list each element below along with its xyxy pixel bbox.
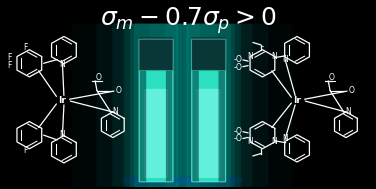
Text: F: F xyxy=(23,146,28,155)
FancyBboxPatch shape xyxy=(112,24,200,187)
Text: N: N xyxy=(112,107,118,116)
FancyBboxPatch shape xyxy=(139,70,173,182)
FancyBboxPatch shape xyxy=(166,71,172,182)
Text: N: N xyxy=(59,130,65,139)
FancyBboxPatch shape xyxy=(140,71,146,182)
FancyBboxPatch shape xyxy=(186,24,231,187)
Text: N: N xyxy=(345,107,351,116)
Text: F: F xyxy=(23,43,28,52)
Text: -O: -O xyxy=(233,55,243,64)
Text: -O: -O xyxy=(233,127,243,136)
Text: N: N xyxy=(282,55,288,64)
FancyBboxPatch shape xyxy=(144,89,168,178)
FancyBboxPatch shape xyxy=(123,24,188,187)
Text: O: O xyxy=(349,86,355,95)
Text: N: N xyxy=(59,60,65,69)
Text: F: F xyxy=(8,61,12,70)
Text: -O: -O xyxy=(233,63,243,72)
Text: N: N xyxy=(271,137,277,146)
Text: $\sigma_m - 0.7\sigma_p > 0$: $\sigma_m - 0.7\sigma_p > 0$ xyxy=(100,6,276,36)
FancyBboxPatch shape xyxy=(176,24,241,187)
Text: O: O xyxy=(95,73,101,82)
FancyBboxPatch shape xyxy=(183,24,235,187)
FancyBboxPatch shape xyxy=(165,24,252,187)
FancyBboxPatch shape xyxy=(197,89,221,178)
Text: N: N xyxy=(247,52,253,61)
FancyBboxPatch shape xyxy=(149,24,268,187)
FancyBboxPatch shape xyxy=(134,24,178,187)
Text: -O: -O xyxy=(233,134,243,143)
FancyBboxPatch shape xyxy=(193,71,199,182)
Text: N: N xyxy=(271,52,277,61)
FancyBboxPatch shape xyxy=(96,24,216,187)
FancyBboxPatch shape xyxy=(130,24,182,187)
FancyBboxPatch shape xyxy=(192,70,226,182)
FancyBboxPatch shape xyxy=(192,37,226,71)
Ellipse shape xyxy=(121,175,191,186)
Text: F: F xyxy=(8,53,12,62)
Text: N: N xyxy=(282,134,288,143)
Ellipse shape xyxy=(173,175,244,186)
FancyBboxPatch shape xyxy=(139,37,173,71)
Text: -: - xyxy=(261,42,264,51)
Text: N: N xyxy=(247,137,253,146)
FancyBboxPatch shape xyxy=(218,71,225,182)
Text: O: O xyxy=(328,73,334,82)
Text: Ir: Ir xyxy=(58,96,66,105)
Text: O: O xyxy=(116,86,122,95)
Text: Ir: Ir xyxy=(293,96,301,105)
